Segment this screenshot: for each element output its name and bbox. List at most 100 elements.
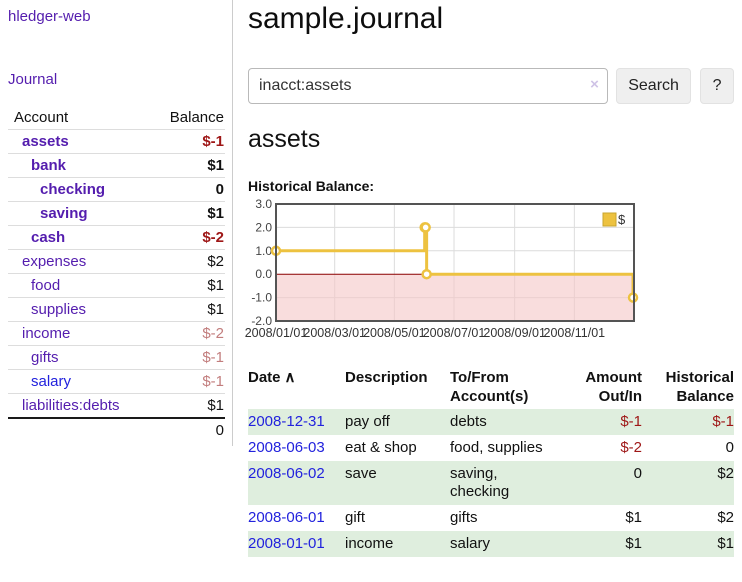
- svg-text:0.0: 0.0: [255, 267, 272, 281]
- account-link-salary[interactable]: salary: [31, 373, 72, 390]
- account-balance: $1: [153, 297, 225, 322]
- column-header-balance: Historical Balance: [665, 369, 734, 405]
- account-balance: $-2: [153, 225, 225, 250]
- account-balance: $2: [153, 249, 225, 274]
- accounts-header-account: Account: [14, 109, 69, 126]
- account-row-liabilities-debts: liabilities:debts $1: [8, 393, 225, 418]
- accounts-header-balance: Balance: [169, 109, 224, 126]
- account-heading: assets: [248, 125, 321, 153]
- account-row-saving: saving $1: [8, 201, 225, 226]
- transaction-accounts: saving, checking: [450, 461, 569, 505]
- transaction-balance: $1: [642, 531, 734, 557]
- register-row: 2008-06-03 eat & shop food, supplies $-2…: [248, 435, 734, 461]
- transaction-amount: $1: [625, 509, 642, 526]
- historical-balance-chart: 2008/01/01 2008/03/01 2008/05/01 2008/07/01…: [245, 197, 734, 344]
- transaction-balance: $2: [717, 509, 734, 526]
- svg-text:2008/03/01: 2008/03/01: [303, 326, 366, 340]
- transaction-amount: $-2: [620, 439, 642, 456]
- account-link-liabilities-debts[interactable]: liabilities:debts: [22, 397, 120, 414]
- svg-text:2008/07/01: 2008/07/01: [423, 326, 486, 340]
- transaction-amount: 0: [569, 461, 642, 505]
- account-balance: $1: [153, 201, 225, 226]
- register-table: Date ∧ Description To/From Account(s) Amo…: [248, 365, 734, 557]
- account-link-gifts[interactable]: gifts: [31, 349, 59, 366]
- account-row-salary: salary $-1: [8, 369, 225, 394]
- svg-text:$: $: [618, 212, 626, 227]
- account-row-cash: cash $-2: [8, 225, 225, 250]
- transaction-date-link[interactable]: 2008-12-31: [248, 413, 325, 430]
- register-header-row: Date ∧ Description To/From Account(s) Amo…: [248, 365, 734, 409]
- transaction-date-link[interactable]: 2008-06-03: [248, 439, 325, 456]
- account-link-expenses[interactable]: expenses: [22, 253, 87, 270]
- transaction-accounts: salary: [450, 531, 569, 557]
- account-link-income[interactable]: income: [22, 325, 71, 342]
- account-link-bank[interactable]: bank: [31, 157, 67, 174]
- register-row: 2008-06-01 gift gifts $1 $2: [248, 505, 734, 531]
- column-header-description: Description: [345, 369, 428, 386]
- chart-canvas: 2008/01/012008/03/012008/05/012008/07/01…: [245, 197, 639, 340]
- account-row-bank: bank $1: [8, 153, 225, 178]
- account-balance: $1: [153, 393, 225, 418]
- transaction-balance: $-1: [642, 409, 734, 435]
- transaction-balance: $2: [642, 461, 734, 505]
- account-balance: $-1: [153, 345, 225, 370]
- account-link-supplies[interactable]: supplies: [31, 301, 87, 318]
- brand-link[interactable]: hledger-web: [8, 8, 91, 25]
- transaction-date-link[interactable]: 2008-01-01: [248, 535, 325, 552]
- search-form: × Search ?: [248, 68, 735, 104]
- svg-text:2008/01/01: 2008/01/01: [245, 326, 308, 340]
- account-row-assets: assets $-1: [8, 129, 225, 154]
- page-title: sample.journal: [248, 2, 444, 35]
- clear-search-icon[interactable]: ×: [590, 76, 599, 93]
- svg-text:2008/05/01: 2008/05/01: [363, 326, 426, 340]
- nav-journal-link[interactable]: Journal: [8, 71, 58, 88]
- svg-text:2008/09/01: 2008/09/01: [483, 326, 546, 340]
- svg-text:1.0: 1.0: [255, 244, 272, 258]
- register-row: 2008-12-31 pay off debts $-1 $-1: [248, 409, 734, 435]
- account-balance: $-1: [153, 129, 225, 154]
- account-balance: $-2: [153, 321, 225, 346]
- column-header-accounts: To/From Account(s): [450, 369, 529, 405]
- account-link-assets[interactable]: assets: [22, 133, 69, 150]
- account-balance: $-1: [153, 369, 225, 394]
- transaction-description: save: [345, 461, 450, 505]
- transaction-date-link[interactable]: 2008-06-01: [248, 509, 325, 526]
- transaction-accounts: debts: [450, 409, 569, 435]
- account-row-food: food $1: [8, 273, 225, 298]
- transaction-date-link[interactable]: 2008-06-02: [248, 465, 325, 482]
- svg-text:-1.0: -1.0: [251, 291, 272, 305]
- account-balance: $1: [153, 273, 225, 298]
- main-content: sample.journal × Search ? assets Histori…: [245, 0, 735, 557]
- account-link-saving[interactable]: saving: [40, 205, 88, 222]
- transaction-description: eat & shop: [345, 439, 417, 456]
- chart-title: Historical Balance:: [248, 178, 375, 194]
- account-row-income: income $-2: [8, 321, 225, 346]
- account-link-checking[interactable]: checking: [40, 181, 106, 198]
- svg-text:3.0: 3.0: [255, 197, 272, 211]
- account-link-food[interactable]: food: [31, 277, 61, 294]
- svg-text:2.0: 2.0: [255, 220, 272, 234]
- search-button[interactable]: Search: [615, 68, 692, 104]
- account-row-supplies: supplies $1: [8, 297, 225, 322]
- register-row: 2008-01-01 income salary $1 $1: [248, 531, 734, 557]
- svg-text:-2.0: -2.0: [251, 314, 272, 328]
- transaction-accounts: gifts: [450, 509, 478, 526]
- transaction-balance: 0: [725, 439, 734, 456]
- sidebar: hledger-web Journal Account Balance asse…: [0, 0, 233, 446]
- account-row-gifts: gifts $-1: [8, 345, 225, 370]
- sort-asc-icon: ∧: [284, 369, 296, 386]
- column-header-date[interactable]: Date ∧: [248, 369, 296, 386]
- transaction-description: income: [345, 531, 450, 557]
- transaction-description: pay off: [345, 409, 450, 435]
- column-header-amount: Amount Out/In: [585, 369, 642, 405]
- account-balance: $1: [153, 153, 225, 178]
- transaction-description: gift: [345, 509, 366, 526]
- search-input[interactable]: [248, 68, 608, 104]
- transaction-accounts: food, supplies: [450, 439, 543, 456]
- svg-text:2008/11/01: 2008/11/01: [544, 326, 606, 340]
- accounts-table: Account Balance assets $-1 bank $1 check…: [8, 106, 225, 442]
- account-row-checking: checking 0: [8, 177, 225, 202]
- account-link-cash[interactable]: cash: [31, 229, 66, 246]
- help-button[interactable]: ?: [700, 68, 735, 104]
- transaction-amount: $1: [569, 531, 642, 557]
